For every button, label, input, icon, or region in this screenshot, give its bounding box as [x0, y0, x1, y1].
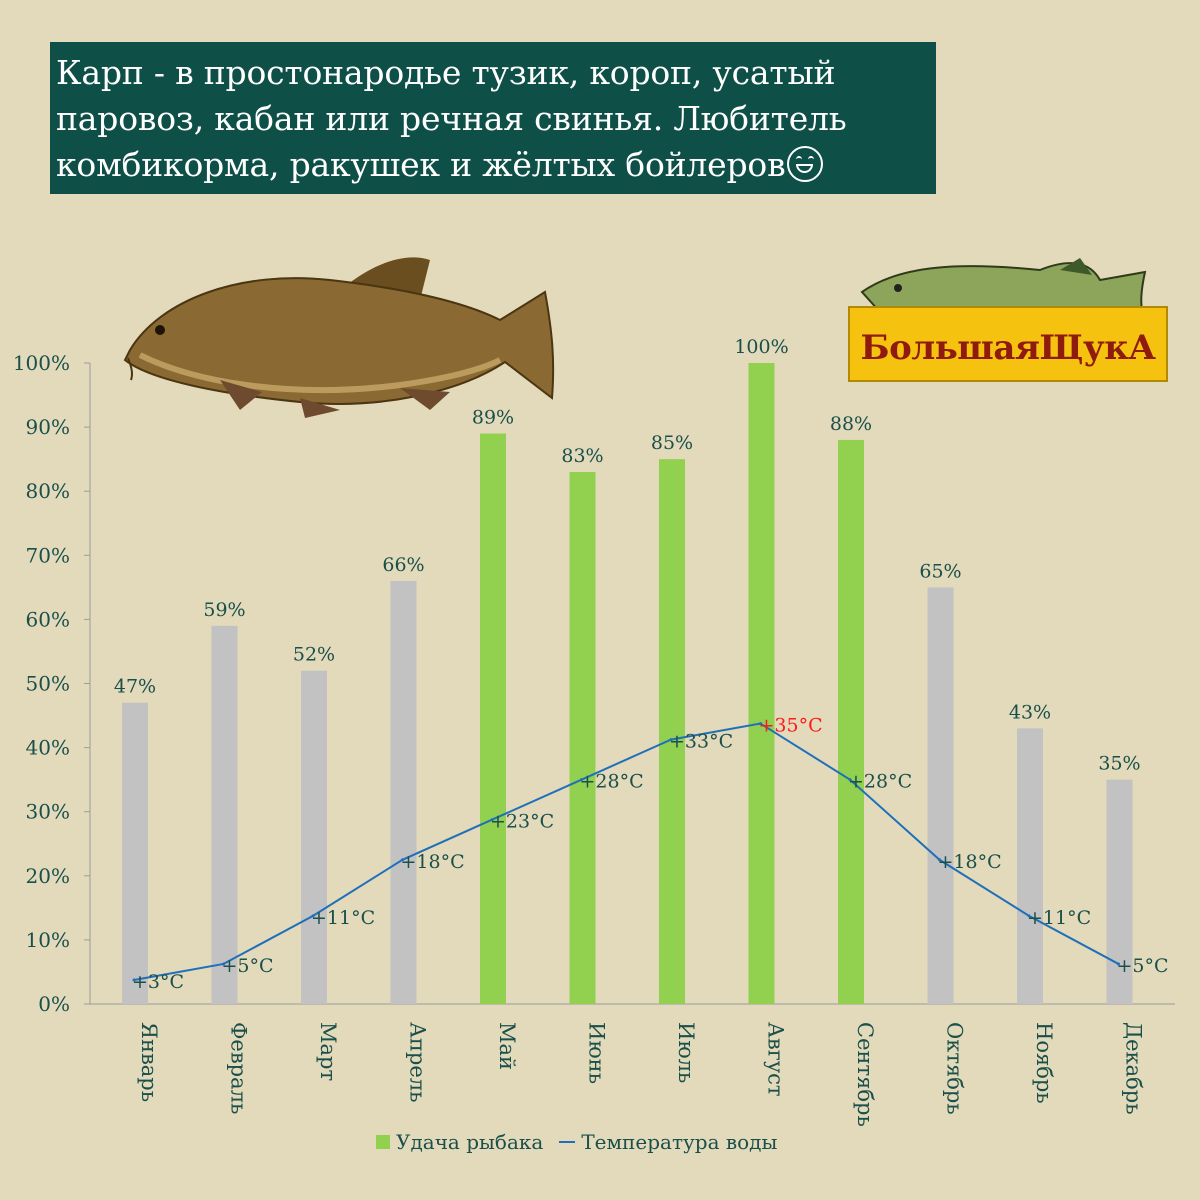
bar-data-label: 66%: [382, 554, 424, 576]
temperature-point: [222, 962, 225, 966]
bar: [480, 433, 506, 1004]
temperature-data-label: +5°C: [222, 955, 274, 977]
bar: [122, 702, 148, 1004]
temperature-data-label: +28°C: [848, 771, 912, 793]
x-tick-label: Март: [316, 1022, 340, 1081]
temperature-point: [1117, 962, 1120, 966]
temperature-data-label: +3°C: [132, 971, 184, 993]
bar: [569, 471, 596, 1005]
title-line-1: Карп - в простонародье тузик, короп, уса…: [56, 53, 836, 92]
bar: [838, 439, 864, 1004]
bar: [927, 587, 954, 1004]
bar: [1017, 728, 1043, 1004]
legend-label-bars: Удача рыбака: [396, 1130, 544, 1154]
page-title: Карп - в простонародье тузик, короп, уса…: [50, 42, 936, 194]
x-axis: Январь Февраль Март Апрель Май Июнь Июль Август…: [90, 1003, 1175, 1127]
temperature-data-label: +18°C: [401, 851, 465, 873]
y-tick-label: 100%: [13, 351, 70, 375]
x-tick-label: Январь: [137, 1022, 161, 1102]
bar-data-label: 47%: [114, 676, 156, 698]
smiley-icon: [787, 146, 824, 182]
bar-series: 47% 59% 52% 66% 89% 83% 85% 100% 88% 65% 43% 35%: [114, 336, 1141, 1005]
temperature-point: [580, 778, 583, 782]
x-tick-label: Сентябрь: [853, 1022, 877, 1127]
y-tick-label: 50%: [26, 672, 70, 696]
temperature-point: [938, 858, 941, 862]
temperature-data-label: +11°C: [311, 907, 375, 929]
temperature-data-label: +28°C: [580, 771, 644, 793]
temperature-data-label: +33°C: [669, 731, 733, 753]
x-tick-label: Ноябрь: [1032, 1022, 1056, 1104]
temperature-data-label: +11°C: [1027, 907, 1091, 929]
temperature-data-label: +35°C: [759, 715, 823, 737]
bar-data-label: 59%: [203, 599, 245, 621]
legend: Удача рыбака Температура воды: [376, 1130, 777, 1154]
bar: [659, 459, 685, 1004]
bar-data-label: 83%: [561, 445, 603, 467]
temperature-point: [401, 858, 404, 862]
temperature-point: [1027, 914, 1031, 918]
temperature-point: [759, 722, 762, 726]
x-tick-label: Июнь: [585, 1022, 609, 1084]
x-tick-label: Февраль: [227, 1022, 251, 1114]
bar-data-label: 35%: [1098, 753, 1140, 775]
x-tick-label: Август: [764, 1022, 788, 1096]
bar-data-label: 65%: [919, 560, 961, 582]
y-axis: 0% 10% 20% 30% 40% 50% 60% 70% 80% 90% 100%: [13, 351, 91, 1016]
bar: [301, 670, 327, 1004]
title-line-3: комбикорма, ракушек и жёлтых бойлеров: [56, 142, 930, 188]
bar: [1106, 779, 1133, 1004]
legend-label-line: Температура воды: [581, 1130, 778, 1154]
legend-swatch-bars: [376, 1135, 390, 1149]
x-tick-label: Апрель: [406, 1022, 430, 1103]
line-series: +3°C +5°C +11°C +18°C +23°C +28°C +33°C +35°C +2…: [132, 715, 1169, 993]
bar-data-label: 43%: [1009, 701, 1051, 723]
y-tick-label: 60%: [26, 607, 70, 631]
logo-text: БольшаяЩукА: [860, 328, 1156, 368]
bar-data-label: 89%: [472, 407, 514, 429]
temperature-data-label: +23°C: [490, 811, 554, 833]
bar-data-label: 88%: [830, 413, 872, 435]
temperature-point: [490, 818, 494, 822]
bar: [211, 625, 238, 1004]
bar: [748, 363, 775, 1004]
temperature-line: [133, 722, 1119, 981]
temperature-point: [311, 914, 315, 918]
x-tick-label: Май: [495, 1022, 519, 1070]
bar-data-label: 85%: [651, 432, 693, 454]
temperature-data-label: +5°C: [1117, 955, 1169, 977]
carp-fish-illustration: [123, 257, 555, 418]
y-tick-label: 20%: [26, 864, 70, 888]
bar-data-label: 100%: [734, 336, 788, 358]
temperature-point: [132, 978, 136, 982]
title-line-2: паровоз, кабан или речная свинья. Любите…: [56, 99, 847, 138]
logo-badge: БольшаяЩукА: [848, 306, 1168, 382]
y-tick-label: 70%: [26, 543, 70, 567]
title-line-3-text: комбикорма, ракушек и жёлтых бойлеров: [56, 145, 786, 184]
x-tick-label: Декабрь: [1122, 1022, 1146, 1115]
temperature-point: [848, 778, 852, 782]
legend-swatch-line: [559, 1141, 576, 1143]
y-tick-label: 30%: [26, 800, 70, 824]
y-tick-label: 40%: [26, 736, 70, 760]
x-tick-label: Октябрь: [943, 1022, 967, 1115]
bar: [390, 580, 417, 1004]
temperature-data-label: +18°C: [938, 851, 1002, 873]
y-tick-label: 10%: [26, 928, 70, 952]
y-tick-label: 80%: [26, 479, 70, 503]
y-tick-label: 0%: [38, 992, 70, 1016]
x-tick-label: Июль: [674, 1022, 698, 1083]
temperature-point: [669, 738, 673, 742]
bar-data-label: 52%: [293, 644, 335, 666]
y-tick-label: 90%: [26, 415, 70, 439]
